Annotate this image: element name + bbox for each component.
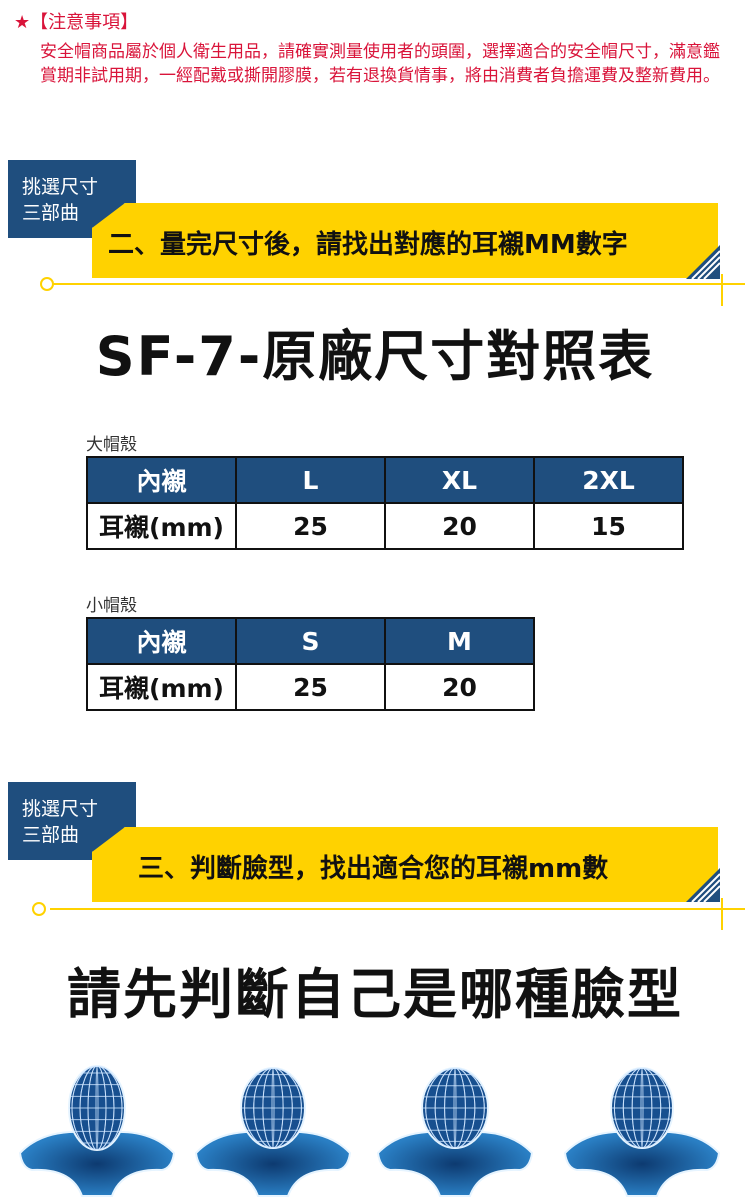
- chart-title: SF-7-原廠尺寸對照表: [95, 325, 655, 388]
- notice-body: 安全帽商品屬於個人衛生用品，請確實測量使用者的頭圍，選擇適合的安全帽尺寸，滿意鑑…: [40, 42, 720, 86]
- divider-tick: [721, 898, 723, 930]
- table-row: 耳襯(mm) 25 20: [86, 663, 535, 711]
- table-cell: 25: [235, 663, 386, 711]
- section-heading: 三、判斷臉型，找出適合您的耳襯mm數: [138, 854, 609, 884]
- header-cell: 2XL: [533, 456, 684, 504]
- tag-line: 三部曲: [22, 202, 80, 224]
- header-cell: L: [235, 456, 386, 504]
- face-shape-icon: [18, 1065, 176, 1197]
- notice-title-text: 【注意事項】: [30, 12, 139, 33]
- divider-line: [50, 908, 745, 910]
- face-shape-icon: [194, 1067, 352, 1197]
- tag-line: 三部曲: [22, 824, 80, 846]
- face-shape-icon: [376, 1067, 534, 1197]
- table-row: 耳襯(mm) 25 20 15: [86, 502, 684, 550]
- stripe-corner-icon: [686, 245, 720, 279]
- section-heading: 二、量完尺寸後，請找出對應的耳襯MM數字: [108, 230, 628, 260]
- section-heading-bar: [92, 203, 718, 278]
- star-icon: ★: [14, 12, 31, 33]
- large-shell-caption: 大帽殼: [86, 435, 137, 455]
- notice-title: ★【注意事項】: [14, 8, 138, 34]
- small-shell-table: 內襯 S M 耳襯(mm) 25 20: [86, 617, 535, 711]
- header-cell: S: [235, 617, 386, 665]
- table-cell: 25: [235, 502, 386, 550]
- section-tag: 挑選尺寸 三部曲: [8, 160, 136, 238]
- circle-icon: [32, 902, 46, 916]
- face-title: 請先判斷自己是哪種臉型: [67, 963, 683, 1026]
- table-header-row: 內襯 S M: [86, 617, 535, 665]
- face-shape-icon: [563, 1067, 721, 1197]
- tag-line: 挑選尺寸: [22, 176, 99, 198]
- header-cell: 內襯: [86, 456, 237, 504]
- divider-line: [50, 283, 745, 285]
- row-label: 耳襯(mm): [86, 663, 237, 711]
- table-cell: 15: [533, 502, 684, 550]
- table-cell: 20: [384, 502, 535, 550]
- section-heading-bar: [92, 827, 718, 902]
- divider-tick: [721, 274, 723, 306]
- tag-line: 挑選尺寸: [22, 798, 99, 820]
- row-label: 耳襯(mm): [86, 502, 237, 550]
- header-cell: 內襯: [86, 617, 237, 665]
- circle-icon: [40, 277, 54, 291]
- table-header-row: 內襯 L XL 2XL: [86, 456, 684, 504]
- stripe-corner-icon: [686, 868, 720, 902]
- table-cell: 20: [384, 663, 535, 711]
- header-cell: M: [384, 617, 535, 665]
- face-shapes-row: [0, 1058, 750, 1200]
- header-cell: XL: [384, 456, 535, 504]
- large-shell-table: 內襯 L XL 2XL 耳襯(mm) 25 20 15: [86, 456, 684, 550]
- small-shell-caption: 小帽殼: [86, 596, 137, 616]
